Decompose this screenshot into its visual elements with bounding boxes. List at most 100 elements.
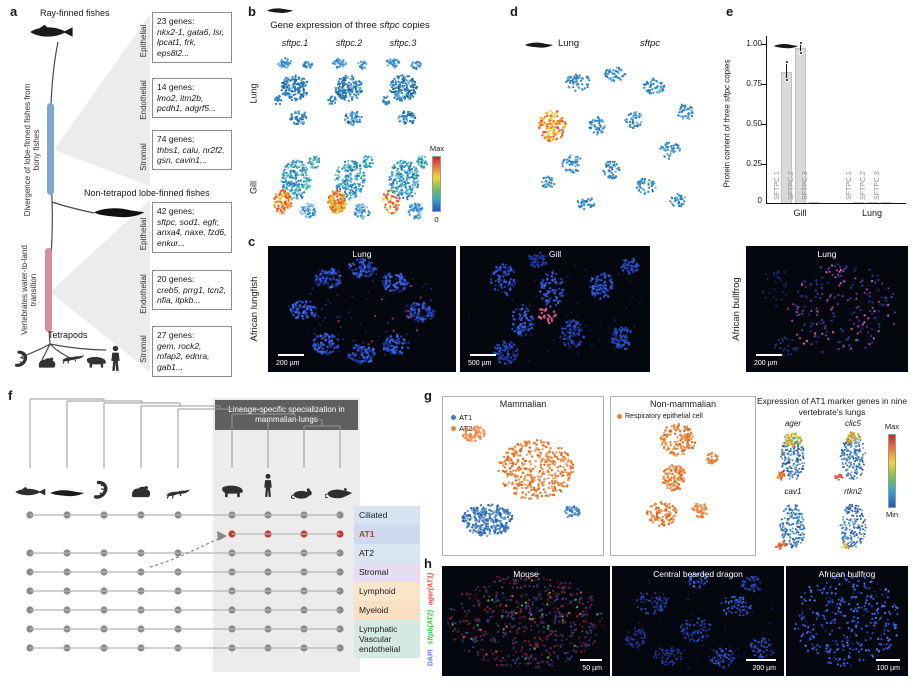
group-label-lung: Lung <box>861 208 883 218</box>
micrograph-texture <box>467 251 641 365</box>
ytick-075: 0.75 <box>746 79 762 88</box>
gene-count: 74 genes: <box>157 134 195 144</box>
transition-label: Vertebrates water-to-land transition <box>20 245 38 335</box>
at1-annotation-arrow <box>149 537 221 568</box>
gene-count: 42 genes: <box>157 206 195 216</box>
panel-b-lungfish-icon <box>266 6 294 15</box>
ytick-100: 1.00 <box>746 39 762 48</box>
ylabel-pre: Protein content of three <box>722 101 732 188</box>
divergence-bar <box>47 103 54 195</box>
micrograph-mouse: Mouse 50 µm <box>442 566 610 676</box>
panel-b-title-post: copies <box>399 20 430 31</box>
ylabel-gene: sftpc <box>722 85 732 102</box>
micrograph-texture <box>288 257 436 365</box>
gene-box-5-side-label: Endothelial <box>139 274 148 314</box>
umap-lung-sftpc2 <box>327 57 368 127</box>
panel-d-lungfish-icon <box>524 40 554 50</box>
gene-count: 20 genes: <box>157 274 195 284</box>
non-mammalian-title: Non-mammalian <box>649 399 717 409</box>
gene-count: 27 genes: <box>157 330 195 340</box>
panel-b-col-sftpc1: sftpc.1 <box>281 38 309 48</box>
micrograph-bullfrog-lung: Lung 200 µm <box>746 246 908 372</box>
respiratory-epithelial-legend-label: Respiratory epithelial cell <box>625 413 703 420</box>
micrograph-texture <box>624 572 775 670</box>
gene-box-6: 27 genes: gem, rock2, mfap2, ednra, gab1.… <box>152 326 232 377</box>
divergence-label: Divergence of lobe-finned fishes from bo… <box>23 83 41 217</box>
tree-human-icon <box>263 472 273 500</box>
bar-lung-sftpc1 <box>853 201 864 203</box>
at1-marker-title: Expression of AT1 marker genes in nine v… <box>756 396 908 417</box>
micrograph-title: Gill <box>548 249 562 259</box>
bar-gill-sftpc1 <box>781 60 792 203</box>
ytick-mark <box>761 124 766 125</box>
gene-box-3-side-label: Stromal <box>139 143 148 171</box>
panel-b-colorbar-max: Max <box>429 144 445 153</box>
featureplot-ager <box>776 432 806 481</box>
gene-box-3: 74 genes: thbs1, calu, nr2f2, gsn, cavin1… <box>152 130 232 170</box>
panel-b-row-gill: Gill <box>248 181 259 194</box>
tree-frog-icon <box>129 484 153 500</box>
gene-box-2: 14 genes: lmo2, itm2b, pcdh1, adgrf5... <box>152 78 232 118</box>
panel-g-colorbar-min: Min <box>885 510 899 519</box>
featureplot-rtkn2 <box>839 503 867 550</box>
cell-type-ciliated: Ciliated <box>354 506 420 525</box>
gene-box-1: 23 genes: nkx2-1, gata6, lsr, lpcat1, frk… <box>152 12 232 63</box>
micrograph-title: Central bearded dragon <box>653 569 743 579</box>
scale-bar <box>746 659 776 661</box>
scale-bar <box>756 354 782 356</box>
micrograph-texture <box>794 573 899 667</box>
cell-type-dot-matrix <box>26 511 344 652</box>
gene-box-4: 42 genes: sftpc, sod1, egfr, anxa4, naxe,… <box>152 202 232 253</box>
gene-list: thbs1, calu, nr2f2, gsn, cavin1... <box>157 144 225 166</box>
panel-b-label: b <box>248 4 256 19</box>
bar-lung-sftpc2 <box>867 201 878 203</box>
tetrapods-label: Tetrapods <box>48 330 88 340</box>
group-label-gill: Gill <box>793 208 807 218</box>
panel-b-row-lung: Lung <box>248 83 259 104</box>
bar-lung-sftpc3 <box>881 201 892 203</box>
cell-type-lymphoid: Lymphoid <box>354 582 420 601</box>
pig-icon <box>84 354 108 370</box>
bar-gill-sftpc3 <box>809 201 820 203</box>
panel-a-tree <box>19 14 150 372</box>
scale-bar-label: 200 µm <box>276 360 300 367</box>
respiratory-epithelial-legend-dot <box>617 414 622 419</box>
stain-legend: DAPI sftpb(AT2) ager(AT1) <box>428 565 439 675</box>
lizard-icon <box>60 352 86 365</box>
micrograph-title: African bullfrog <box>818 569 876 579</box>
human-icon <box>110 344 121 374</box>
panel-b-colorbar-min: 0 <box>434 215 439 224</box>
panel-f-label: f <box>8 388 13 403</box>
gene-list: gem, rock2, mfap2, ednra, gab1... <box>157 340 210 372</box>
ray-finned-label: Ray-finned fishes <box>40 8 110 18</box>
gene-label-rtkn2: rtkn2 <box>844 487 862 496</box>
lungfish-icon <box>92 206 146 219</box>
mammalian-title: Mammalian <box>499 399 547 409</box>
panel-e-ylabel: Protein content of three sftpc copies <box>723 49 734 199</box>
at1-legend-dot <box>451 415 456 420</box>
tree-fish-icon <box>13 486 47 498</box>
scale-bar-label: 200 µm <box>752 665 777 672</box>
scale-bar-label: 200 µm <box>754 360 778 367</box>
micrograph-title: Lung <box>817 249 837 259</box>
tree-rat-icon <box>325 486 355 500</box>
at2-legend-dot <box>451 426 456 431</box>
panel-b-title-pre: Gene expression of three <box>270 20 380 31</box>
legend-respiratory-epithelial: Respiratory epithelial cell <box>617 413 703 420</box>
gene-list: nkx2-1, gata6, lsr, lpcat1, frk, eps8l2.… <box>157 26 225 58</box>
micrograph-title: Mouse <box>513 569 539 579</box>
umap-non-mammalian <box>645 422 719 527</box>
gene-label-clic5: clic5 <box>844 419 861 428</box>
ylabel-post: copies <box>722 59 732 86</box>
ytick-mark <box>761 84 766 85</box>
scale-bar <box>278 354 304 356</box>
micrograph-title: Lung <box>352 249 372 259</box>
ytick-mark <box>761 164 766 165</box>
gene-box-2-side-label: Endothelial <box>139 80 148 120</box>
umap-mammalian <box>461 425 581 538</box>
stain-sftpb-at2: sftpb(AT2) <box>427 609 435 645</box>
tree-pig-icon <box>219 482 245 500</box>
umap-gill-sftpc1 <box>273 155 320 219</box>
non-tetrapod-label: Non-tetrapod lobe-finned fishes <box>84 188 210 198</box>
panel-g-label: g <box>424 388 432 403</box>
